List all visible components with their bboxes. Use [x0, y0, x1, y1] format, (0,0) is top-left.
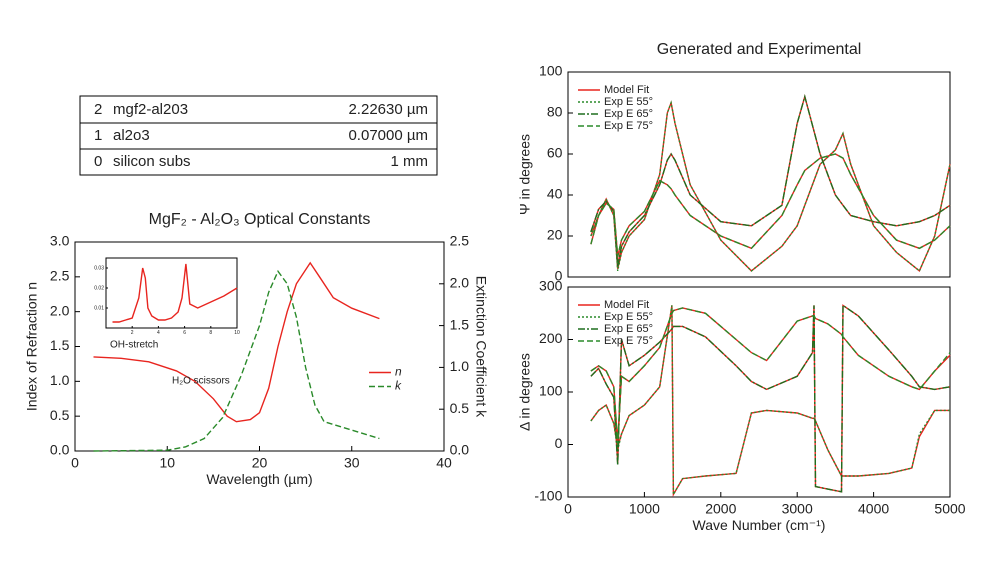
x-tick-label: 4 — [157, 330, 160, 336]
y-tick-label: 100 — [539, 63, 563, 79]
x-tick-label: 5000 — [934, 500, 965, 516]
y-tick-label: 3.0 — [50, 233, 70, 249]
data-line — [112, 263, 238, 323]
y-tick-label: 80 — [547, 104, 563, 120]
legend-label: Exp E 75° — [604, 335, 653, 347]
plot-frame — [567, 71, 951, 278]
y-tick-label: 2.0 — [50, 302, 70, 318]
y-tick-label: 100 — [539, 383, 563, 399]
data-line — [590, 307, 951, 445]
x-tick-label: 3000 — [782, 500, 813, 516]
layer-table: 2 mgf2-al203 2.22630 µm 1 al2o3 0.07000 … — [79, 95, 438, 176]
y-tick-label: 1.5 — [50, 337, 70, 353]
data-line — [590, 153, 951, 257]
y-tick-label: 0 — [555, 435, 563, 451]
legend-label: Exp E 75° — [604, 120, 653, 132]
annotation: OH-stretch — [110, 340, 158, 351]
layer-index: 2 — [94, 101, 102, 118]
y2-tick-label: 0.5 — [450, 400, 470, 416]
y-tick-label: 200 — [539, 330, 563, 346]
x-tick-label: 0 — [71, 454, 79, 470]
y-axis-title: Index of Refraction n — [24, 282, 40, 411]
y-axis-title: Δ in degrees — [517, 353, 533, 431]
layer-name: al2o3 — [113, 127, 150, 144]
legend-label: Model Fit — [604, 299, 649, 311]
x-tick-label: 10 — [159, 454, 175, 470]
y2-tick-label: 2.0 — [450, 275, 470, 291]
layer-thickness: 2.22630 µm — [348, 101, 428, 118]
layer-index: 1 — [94, 127, 102, 144]
y-tick-label: 0 — [555, 268, 563, 284]
y-tick-label: 0.5 — [50, 407, 70, 423]
data-line — [590, 93, 951, 267]
y-tick-label: 0.03 — [94, 265, 104, 271]
y-axis-title: Ψ in degrees — [517, 134, 533, 215]
x-tick-label: 8 — [209, 330, 212, 336]
layer-thickness: 1 mm — [391, 153, 429, 170]
data-line — [590, 305, 950, 497]
y-tick-label: 60 — [547, 145, 563, 161]
chart-title: Generated and Experimental — [657, 41, 862, 58]
legend-label: Exp E 55° — [604, 96, 653, 108]
data-line — [93, 261, 380, 423]
chart-title: MgF₂ - Al₂O₃ Optical Constants — [149, 211, 371, 228]
legend-label: Exp E 55° — [604, 311, 653, 323]
x-tick-label: 40 — [436, 454, 452, 470]
y2-tick-label: 1.5 — [450, 316, 470, 332]
y2-tick-label: 1.0 — [450, 358, 470, 374]
data-line — [590, 304, 951, 493]
legend-label: Model Fit — [604, 84, 649, 96]
y-tick-label: 2.5 — [50, 268, 70, 284]
x-tick-label: 6 — [183, 330, 186, 336]
legend-label: k — [395, 379, 402, 393]
x-tick-label: 2 — [131, 330, 134, 336]
y-tick-label: 0.01 — [94, 305, 104, 311]
data-line — [590, 100, 951, 273]
data-line — [590, 153, 951, 257]
layer-index: 0 — [94, 153, 102, 170]
y2-tick-label: 2.5 — [450, 233, 470, 249]
legend-label: Exp E 65° — [604, 323, 653, 335]
y2-axis-title: Extinction Coefficient k — [474, 276, 490, 418]
x-axis-title: Wave Number (cm⁻¹) — [693, 517, 826, 533]
legend-label: Exp E 65° — [604, 108, 653, 120]
y-tick-label: 1.0 — [50, 372, 70, 388]
legend-label: n — [395, 365, 402, 379]
x-tick-label: 0 — [564, 500, 572, 516]
y-tick-label: 20 — [547, 227, 563, 243]
annotation: H₂O scissors — [172, 376, 230, 387]
y-tick-label: 300 — [539, 278, 563, 294]
layer-thickness: 0.07000 µm — [348, 127, 428, 144]
y-tick-label: -100 — [534, 488, 562, 504]
x-tick-label: 1000 — [629, 500, 660, 516]
y-tick-label: 0.02 — [94, 285, 104, 291]
table-frame — [79, 95, 438, 176]
y-tick-label: 40 — [547, 186, 563, 202]
layer-name: mgf2-al203 — [113, 101, 188, 118]
x-tick-label: 10 — [234, 330, 240, 336]
data-line — [93, 269, 380, 452]
x-tick-label: 20 — [252, 454, 268, 470]
x-tick-label: 2000 — [705, 500, 736, 516]
x-axis-title: Wavelength (µm) — [206, 471, 312, 487]
x-tick-label: 30 — [344, 454, 360, 470]
layer-name: silicon subs — [113, 153, 191, 170]
x-tick-label: 4000 — [858, 500, 889, 516]
plot-frame — [105, 257, 238, 329]
y2-tick-label: 0.0 — [450, 442, 470, 458]
y-tick-label: 0.0 — [50, 442, 70, 458]
